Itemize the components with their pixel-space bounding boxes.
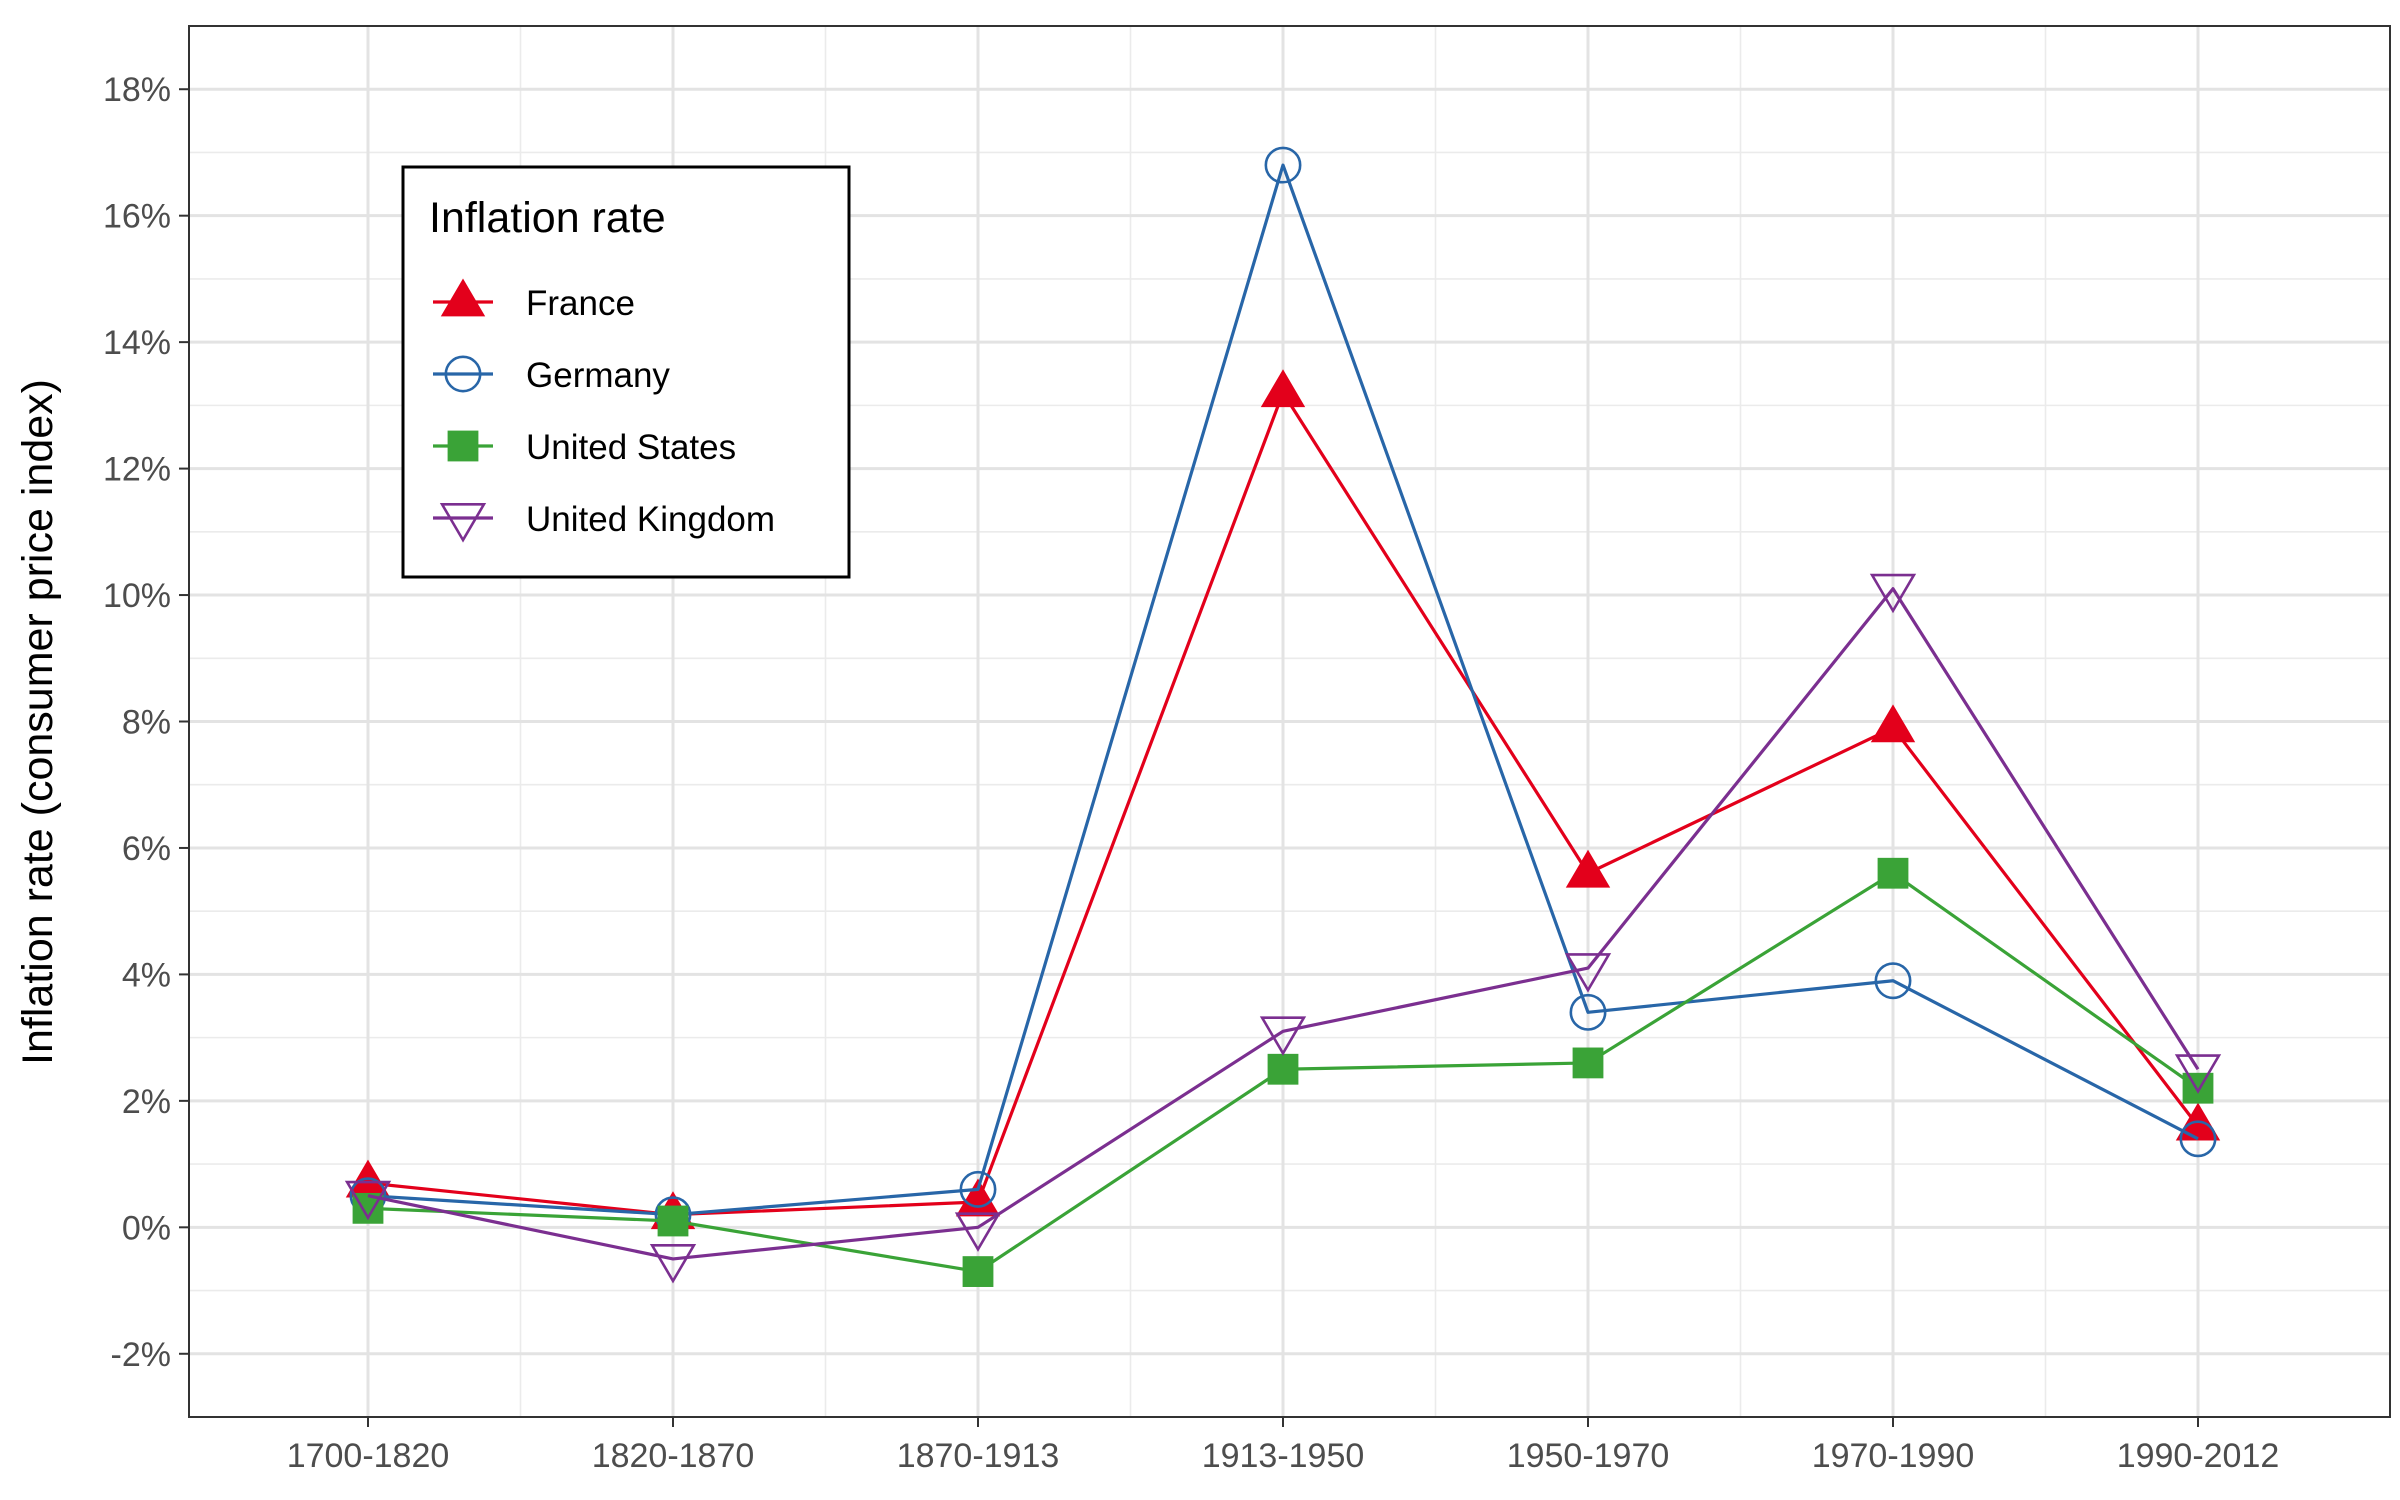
data-point-germany [2179, 1120, 2217, 1158]
x-tick-label: 1700-1820 [287, 1437, 450, 1475]
y-tick-label: 16% [103, 198, 171, 236]
data-point-france [1565, 849, 1611, 888]
data-point-united-states [962, 1256, 994, 1287]
x-tick-label: 1950-1970 [1507, 1437, 1670, 1475]
legend-marker-united-states [447, 430, 479, 462]
series-united-kingdom [344, 573, 2222, 1284]
data-point-united-kingdom [1869, 573, 1917, 614]
legend: Inflation rate France Germany United States… [401, 165, 851, 579]
legend-box [401, 165, 851, 579]
x-tick-label: 1970-1990 [1812, 1437, 1975, 1475]
y-tick-label: -2% [111, 1336, 171, 1374]
y-tick-label: 14% [103, 324, 171, 362]
axis-layer: -2% 0% 2% 4% 6% 8% 10% 12% 14% 16% 18% 1700-1820 182… [103, 71, 2279, 1475]
data-point-france [955, 1178, 1001, 1217]
x-tick-label: 1870-1913 [897, 1437, 1060, 1475]
x-tick-label: 1820-1870 [592, 1437, 755, 1475]
y-tick-label: 10% [103, 577, 171, 615]
y-tick-label: 6% [122, 830, 171, 868]
data-point-united-kingdom [1564, 953, 1612, 993]
data-point-united-states [657, 1205, 689, 1237]
legend-item-united-states: United States [433, 428, 736, 467]
data-point-united-states [2182, 1072, 2214, 1104]
legend-marker-united-kingdom [439, 503, 487, 543]
legend-label: United Kingdom [526, 500, 775, 539]
y-tick-label: 4% [122, 956, 171, 994]
data-point-germany [1264, 146, 1302, 184]
y-tick-label: 18% [103, 71, 171, 109]
legend-label: Germany [526, 356, 670, 395]
data-point-united-kingdom [1259, 1016, 1307, 1056]
legend-label: United States [526, 428, 736, 467]
data-point-france [1870, 704, 1916, 743]
series-united-states [352, 857, 2214, 1287]
data-point-germany [959, 1170, 997, 1208]
legend-item-germany: Germany [433, 355, 670, 395]
y-tick-label: 12% [103, 451, 171, 489]
data-point-united-states [1877, 857, 1909, 889]
legend-label: France [526, 284, 635, 323]
data-point-united-kingdom [954, 1212, 1002, 1252]
data-point-germany [1569, 993, 1607, 1031]
data-point-france [1260, 369, 1306, 408]
legend-marker-france [440, 278, 486, 317]
legend-marker-germany [444, 355, 482, 393]
y-axis-title: Inflation rate (consumer price index) [14, 379, 62, 1065]
data-point-united-kingdom [649, 1243, 697, 1284]
legend-title: Inflation rate [429, 194, 666, 242]
data-point-united-states [1572, 1047, 1604, 1079]
y-tick-label: 0% [122, 1209, 171, 1247]
y-tick-label: 2% [122, 1083, 171, 1121]
legend-item-france: France [433, 278, 635, 323]
data-point-united-kingdom [2174, 1054, 2222, 1094]
legend-item-united-kingdom: United Kingdom [433, 500, 775, 543]
series-layer [344, 146, 2222, 1287]
series-line-united-kingdom [367, 587, 2200, 1261]
x-tick-label: 1913-1950 [1202, 1437, 1365, 1475]
data-point-united-kingdom [344, 1180, 392, 1221]
data-point-germany [1874, 962, 1912, 1000]
data-point-united-states [1267, 1053, 1299, 1085]
x-tick-label: 1990-2012 [2117, 1437, 2280, 1475]
y-tick-label: 8% [122, 704, 171, 742]
